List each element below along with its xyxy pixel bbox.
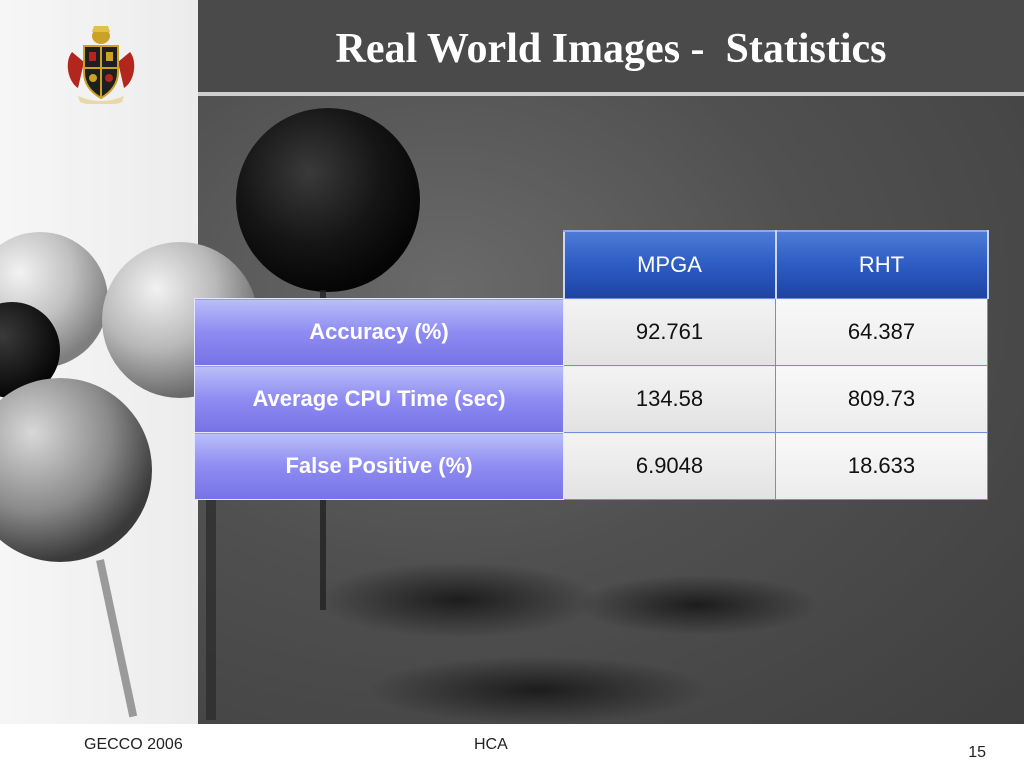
table-row: Accuracy (%) 92.761 64.387 (194, 298, 988, 366)
column-header-mpga: MPGA (562, 230, 777, 299)
cell-false-positive-mpga: 6.9048 (563, 432, 776, 500)
footer-conference: GECCO 2006 (84, 736, 183, 753)
cell-cpu-time-rht: 809.73 (775, 365, 988, 433)
table-header-row: MPGA RHT (195, 230, 989, 299)
slide-title: Real World Images - Statistics (335, 26, 887, 72)
cell-cpu-time-mpga: 134.58 (563, 365, 776, 433)
row-label-false-positive: False Positive (%) (194, 432, 564, 500)
page-number: 15 (968, 744, 986, 761)
university-crest-icon (64, 22, 138, 106)
title-bar (198, 0, 1024, 92)
cell-accuracy-mpga: 92.761 (563, 298, 776, 366)
title-divider (198, 92, 1024, 96)
footer-author: HCA (474, 736, 508, 753)
column-header-rht: RHT (774, 230, 989, 299)
cell-accuracy-rht: 64.387 (775, 298, 988, 366)
cell-false-positive-rht: 18.633 (775, 432, 988, 500)
table-corner-blank (195, 231, 564, 299)
left-panel (0, 0, 198, 724)
row-label-cpu-time: Average CPU Time (sec) (194, 365, 564, 433)
table-row: Average CPU Time (sec) 134.58 809.73 (194, 365, 988, 433)
row-label-accuracy: Accuracy (%) (194, 298, 564, 366)
statistics-table: MPGA RHT Accuracy (%) 92.761 64.387 Aver… (194, 230, 989, 500)
background-photo-graphic (206, 108, 818, 724)
table-row: False Positive (%) 6.9048 18.633 (194, 432, 988, 500)
slide-footer: GECCO 2006 HCA 15 (0, 724, 1024, 768)
